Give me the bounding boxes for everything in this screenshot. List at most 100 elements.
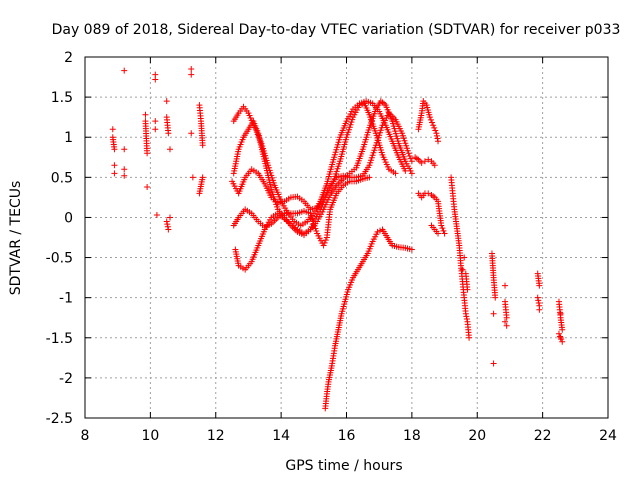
data-point: [367, 159, 374, 166]
data-point: [309, 217, 316, 224]
data-point: [534, 294, 541, 301]
data-point: [345, 129, 352, 136]
data-point: [332, 173, 339, 180]
data-point: [433, 130, 440, 137]
data-point: [322, 237, 329, 244]
data-point: [503, 314, 510, 321]
data-point: [121, 166, 128, 173]
data-point: [502, 282, 509, 289]
data-point: [343, 134, 350, 141]
data-point: [557, 334, 564, 341]
x-tick-label: 18: [403, 428, 421, 444]
data-point: [273, 201, 280, 208]
data-point: [142, 111, 149, 118]
data-point: [270, 193, 277, 200]
data-point: [321, 239, 328, 246]
data-point: [309, 215, 316, 222]
data-point: [344, 131, 351, 138]
data-point: [435, 230, 442, 237]
data-point: [399, 132, 406, 139]
data-point: [405, 150, 412, 157]
data-point: [166, 146, 173, 153]
data-point: [368, 157, 375, 164]
data-point: [308, 223, 315, 230]
y-tick-label: 0: [64, 210, 73, 226]
data-point: [535, 300, 542, 307]
data-point: [152, 76, 159, 83]
data-point: [392, 170, 399, 177]
x-tick-label: 12: [207, 428, 225, 444]
data-points: [109, 66, 566, 412]
y-tick-label: -2: [59, 371, 73, 387]
data-point: [438, 222, 445, 229]
data-point: [164, 223, 171, 230]
data-point: [402, 140, 409, 147]
data-point: [199, 142, 206, 149]
data-point: [111, 162, 118, 169]
data-point: [199, 174, 206, 181]
data-point: [310, 220, 317, 227]
data-point: [558, 336, 565, 343]
data-point: [366, 162, 373, 169]
data-point: [431, 124, 438, 131]
data-point: [334, 165, 341, 172]
data-point: [347, 121, 354, 128]
data-point: [463, 313, 470, 320]
data-point: [269, 188, 276, 195]
chart-title: Day 089 of 2018, Sidereal Day-to-day VTE…: [52, 22, 621, 38]
data-point: [307, 210, 314, 217]
data-point: [152, 118, 159, 125]
data-point: [270, 179, 277, 186]
x-tick-label: 16: [338, 428, 356, 444]
data-point: [188, 71, 195, 78]
data-point: [503, 322, 510, 329]
data-point: [433, 132, 440, 139]
data-point: [152, 126, 159, 133]
data-point: [400, 135, 407, 142]
data-point: [111, 146, 118, 153]
data-point: [163, 98, 170, 105]
data-point: [274, 203, 281, 210]
data-point: [462, 310, 469, 317]
data-point: [490, 310, 497, 317]
data-point: [425, 190, 432, 197]
data-point: [406, 152, 413, 159]
data-point: [320, 242, 327, 249]
y-tick-label: 0.5: [51, 170, 73, 186]
data-point: [121, 67, 128, 74]
data-point: [430, 122, 437, 129]
data-point: [407, 155, 414, 162]
data-point: [399, 130, 406, 137]
x-axis: 8 10 12 14 16 18 20 22 24: [81, 57, 617, 444]
data-point: [165, 130, 172, 137]
data-point: [403, 142, 410, 149]
data-point: [268, 186, 275, 193]
grid-lines: [85, 57, 608, 418]
data-point: [188, 130, 195, 137]
data-point: [332, 170, 339, 177]
data-point: [366, 174, 373, 181]
data-point: [418, 159, 425, 166]
data-point: [369, 152, 376, 159]
data-point: [330, 178, 337, 185]
data-point: [408, 246, 415, 253]
data-point: [111, 170, 118, 177]
data-point: [403, 145, 410, 152]
data-point: [429, 119, 436, 126]
data-point: [189, 174, 196, 181]
y-axis: -2.5 -2 -1.5 -1 -0.5 0 0.5 1 1.5 2: [46, 50, 608, 427]
data-point: [377, 129, 384, 136]
data-point: [402, 167, 409, 174]
data-point: [166, 214, 173, 221]
data-point: [408, 170, 415, 177]
data-point: [502, 318, 509, 325]
y-tick-label: -1.5: [46, 331, 73, 347]
data-point: [349, 116, 356, 123]
data-point: [346, 124, 353, 131]
data-point: [372, 144, 379, 151]
data-point: [311, 222, 318, 229]
x-tick-label: 14: [272, 428, 290, 444]
data-point: [421, 158, 428, 165]
data-point: [144, 183, 151, 190]
